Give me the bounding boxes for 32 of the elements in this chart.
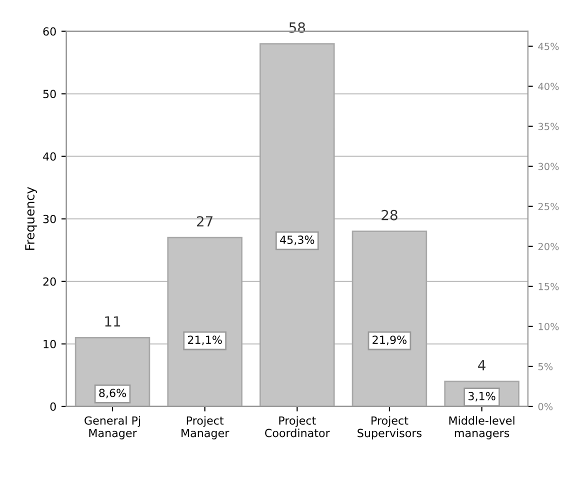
data-label: 4 [478,360,486,370]
x-tick-label: Project Coordinator [265,416,330,438]
y-tick-label: 50 [43,90,56,98]
y-tick-label: 20 [43,277,56,286]
x-tick-label: General Pj Manager [84,416,140,440]
y-tick-label: 10 [44,340,56,348]
x-tick-label: Middle-level managers [449,416,514,440]
data-label: 28 [382,210,398,220]
annotation: 45,3% [280,236,314,246]
annotation: 3,1% [468,392,496,402]
y-axis-title: Frequency [25,186,37,250]
x-tick-label: Project Supervisors [358,416,422,440]
x-tick-label: Project Manager [182,416,230,440]
data-label: 11 [105,316,120,326]
annotation: 21,9% [372,336,407,346]
y2-tick-label: 35% [538,122,559,130]
y-tick-label: 0 [50,402,56,411]
y2-tick-label: 30% [538,162,559,170]
annotation: 21,1% [188,336,222,346]
annotation: 8,6% [99,388,126,398]
y2-tick-label: 20% [538,242,559,250]
y2-tick-label: 10% [538,322,559,330]
y2-tick-label: 45% [538,42,559,50]
y-tick-label: 30 [43,214,56,224]
y2-tick-label: 25% [538,202,559,210]
y-tick-label: 60 [43,27,56,36]
y2-tick-label: 15% [538,282,559,290]
data-label: 27 [197,216,212,226]
y-tick-label: 40 [43,152,56,161]
y2-tick-label: 5% [538,362,553,370]
y2-tick-label: 0% [538,402,553,410]
y2-tick-label: 40% [538,82,559,90]
